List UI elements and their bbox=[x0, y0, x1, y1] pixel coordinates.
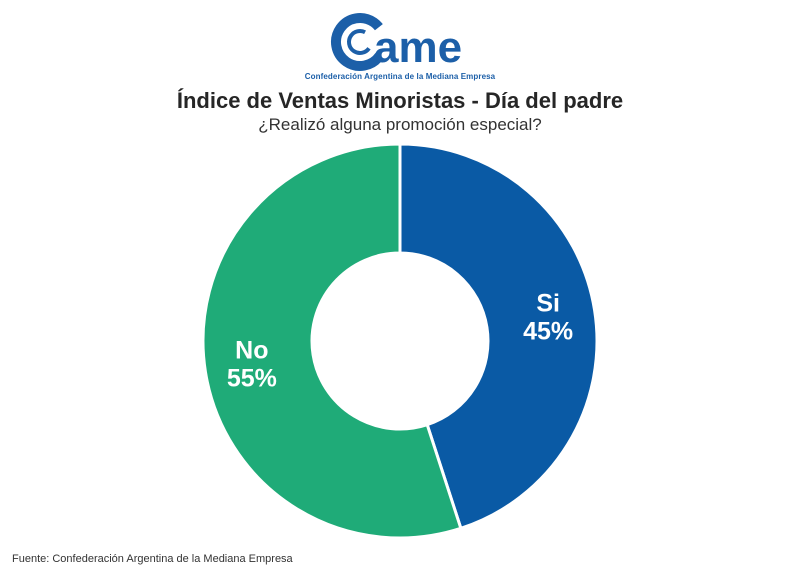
slice-no bbox=[201, 142, 463, 540]
source-note: Fuente: Confederación Argentina de la Me… bbox=[12, 553, 293, 565]
came-logo: ame bbox=[331, 13, 462, 72]
chart-title: Índice de Ventas Minoristas - Día del pa… bbox=[176, 88, 624, 113]
slice-value-si: 45% bbox=[523, 318, 573, 346]
logo-tagline: Confederación Argentina de la Mediana Em… bbox=[304, 72, 496, 81]
chart-subtitle: ¿Realizó alguna promoción especial? bbox=[258, 115, 542, 134]
slice-label-si: Si bbox=[536, 290, 560, 318]
svg-text:ame: ame bbox=[374, 23, 462, 72]
slice-value-no: 55% bbox=[227, 364, 277, 392]
slice-label-no: No bbox=[235, 336, 268, 364]
slice-si bbox=[398, 142, 599, 531]
